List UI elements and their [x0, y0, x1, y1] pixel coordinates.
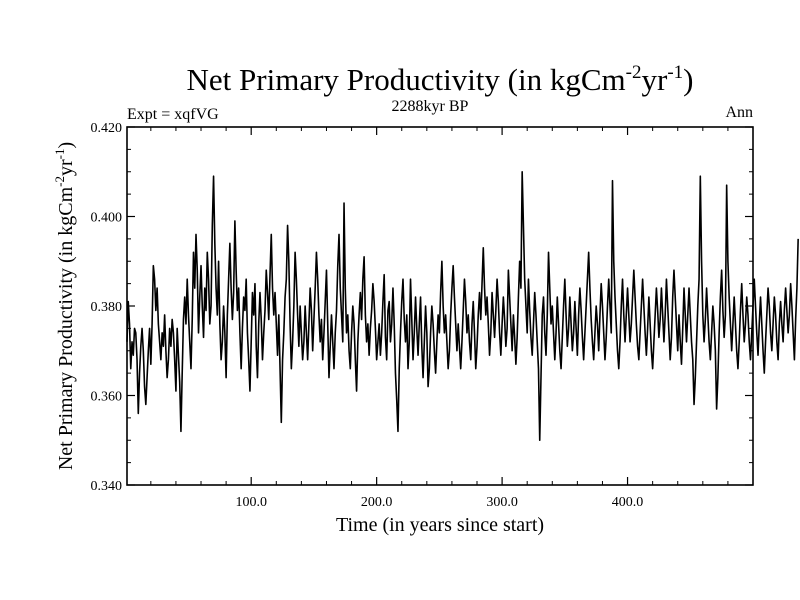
y-axis-label: Net Primary Productivity (in kgCm-2yr-1) — [52, 142, 77, 470]
y-tick-label: 0.360 — [91, 390, 123, 405]
y-tick-label: 0.340 — [91, 479, 123, 494]
x-tick-label: 200.0 — [361, 495, 393, 510]
x-tick-label: 100.0 — [235, 495, 267, 510]
y-tick-label: 0.380 — [91, 300, 123, 315]
y-tick-label: 0.400 — [91, 211, 123, 226]
x-axis-label: Time (in years since start) — [336, 514, 544, 536]
npp-series-line — [126, 170, 799, 442]
season-label: Ann — [725, 104, 753, 121]
x-tick-label: 300.0 — [486, 495, 518, 510]
x-tick-label: 400.0 — [612, 495, 644, 510]
experiment-label: Expt = xqfVG — [127, 106, 219, 123]
x-tick-labels: 100.0 200.0 300.0 400.0 — [235, 495, 643, 510]
y-tick-labels: 0.340 0.360 0.380 0.400 0.420 — [91, 121, 123, 494]
period-label: 2288kyr BP — [392, 98, 469, 115]
plot-frame — [126, 126, 754, 486]
y-tick-label: 0.420 — [91, 121, 123, 136]
chart-title: Net Primary Productivity (in kgCm-2yr-1) — [187, 62, 694, 97]
